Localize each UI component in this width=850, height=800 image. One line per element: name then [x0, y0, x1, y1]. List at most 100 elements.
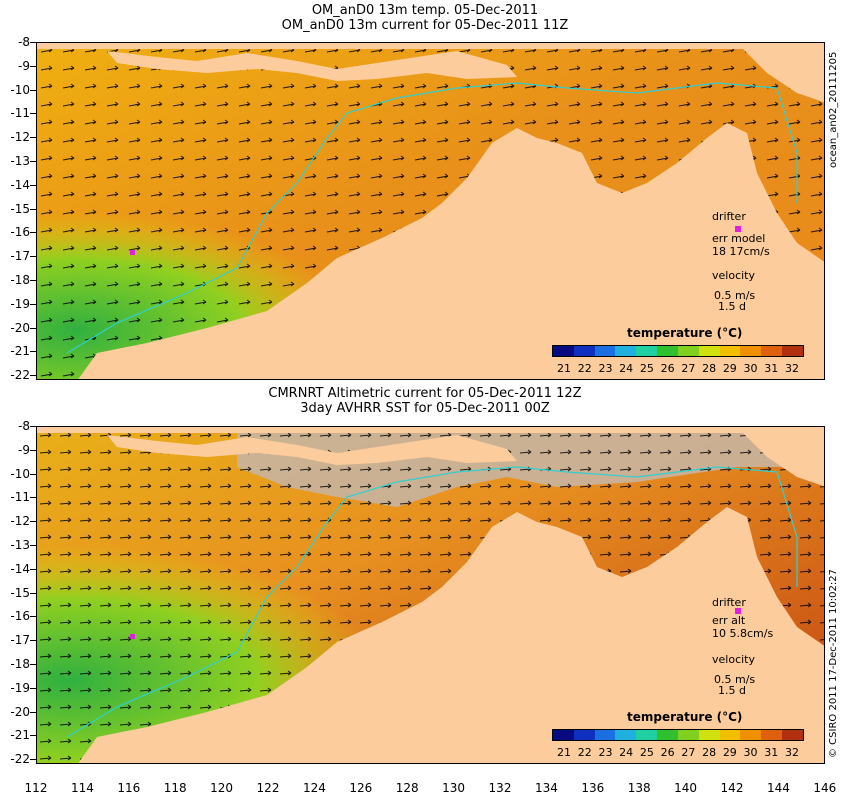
bottom-y-tick-mark: [30, 640, 36, 642]
top-colorbar-tick: 30: [743, 362, 758, 375]
bottom-y-tick-label: -20: [10, 704, 30, 719]
x-tick-label: 146: [813, 781, 837, 795]
bottom-colorbar-swatch: [677, 730, 699, 740]
bottom-y-tick-label: -8: [18, 419, 30, 433]
top-y-tick-mark: [30, 113, 36, 115]
bottom-colorbar-swatch: [553, 730, 574, 740]
top-colorbar-tick: 21: [557, 362, 571, 375]
top-y-tick-mark: [30, 375, 36, 377]
bottom-y-tick-label: -10: [10, 466, 30, 481]
bottom-australia-land: [78, 507, 824, 763]
x-tick-label: 128: [395, 781, 419, 795]
top-colorbar-tick: 23: [598, 362, 613, 375]
top-colorbar-swatch: [761, 346, 783, 356]
bottom-colorbar-swatch: [615, 730, 637, 740]
x-tick-label: 134: [534, 781, 558, 795]
bottom-colorbar-tick: 24: [619, 746, 634, 759]
bottom-colorbar-tick: 27: [681, 746, 696, 759]
bottom-legend-drifter: drifter: [712, 596, 746, 609]
top-legend-err-label: err model: [712, 232, 766, 245]
bottom-colorbar-tick: 28: [702, 746, 717, 759]
bottom-legend-velocity-time: 1.5 d: [718, 684, 746, 697]
top-legend-velocity-scale: 0.5 m/s: [714, 289, 756, 302]
bottom-y-tick-mark: [30, 735, 36, 737]
bottom-colorbar-swatch: [573, 730, 595, 740]
x-tick-label: 136: [581, 781, 605, 795]
top-png-land: [737, 43, 824, 103]
bottom-y-tick-mark: [30, 592, 36, 594]
top-y-tick-mark: [30, 280, 36, 281]
top-colorbar-swatch: [657, 346, 678, 356]
x-tick-label: 132: [488, 781, 512, 795]
bottom-title-line1: CMRNRT Altimetric current for 05-Dec-201…: [268, 386, 582, 401]
top-y-tick-mark: [30, 208, 36, 210]
bottom-colorbar-tick: 31: [764, 746, 779, 759]
top-colorbar-swatch: [594, 346, 616, 356]
top-y-tick-label: -16: [10, 225, 30, 240]
top-y-tick-label: -15: [10, 201, 30, 216]
top-y-tick-label: -11: [10, 106, 30, 121]
x-tick-label: 120: [210, 781, 234, 795]
top-y-tick-label: -9: [18, 58, 30, 73]
top-colorbar-swatch: [698, 346, 720, 356]
bottom-y-tick-label: -18: [10, 657, 30, 671]
top-map[interactable]: [36, 42, 825, 380]
x-tick-label: 122: [256, 781, 280, 795]
bottom-drifter-point: [130, 634, 135, 639]
top-islands: [107, 51, 517, 81]
top-colorbar-tick: 27: [681, 362, 696, 375]
top-colorbar-swatch: [573, 346, 595, 356]
bottom-y-tick-mark: [30, 497, 36, 499]
bottom-colorbar-tick: 25: [639, 746, 654, 759]
top-drifter-point: [130, 250, 135, 255]
bottom-colorbar-tick: 22: [577, 746, 592, 759]
bottom-y-tick-label: -21: [10, 728, 30, 743]
top-y-tick-mark: [30, 303, 36, 305]
top-y-tick-label: -19: [10, 296, 30, 311]
top-y-tick-label: -17: [10, 249, 30, 264]
top-y-tick-label: -12: [10, 130, 30, 145]
top-y-tick-label: -22: [10, 368, 30, 383]
bottom-colorbar-swatch: [657, 730, 678, 740]
top-title-line2: OM_anD0 13m current for 05-Dec-2011 11Z: [281, 18, 569, 33]
bottom-y-tick-label: -22: [10, 752, 30, 767]
top-colorbar-tick: 28: [702, 362, 717, 375]
bottom-y-tick-mark: [30, 568, 36, 570]
x-tick-label: 118: [163, 781, 187, 795]
bottom-islands: [107, 435, 517, 465]
top-colorbar-tick: 32: [785, 362, 799, 375]
top-y-tick-mark: [30, 232, 36, 234]
bottom-title-line2: 3day AVHRR SST for 05-Dec-2011 00Z: [300, 401, 550, 416]
x-tick-label: 114: [70, 781, 94, 795]
bottom-y-tick-mark: [30, 449, 36, 451]
top-side-label: ocean_an02_20111205: [828, 51, 839, 168]
bottom-colorbar-tick: 26: [660, 746, 675, 759]
top-y-tick-mark: [30, 256, 36, 258]
bottom-y-tick-label: -13: [10, 538, 30, 552]
x-tick-label: 124: [302, 781, 326, 795]
top-y-tick-mark: [30, 327, 36, 329]
bottom-legend-err-values: 10 5.8cm/s: [712, 627, 774, 640]
x-tick-label: 142: [720, 781, 744, 795]
top-legend-velocity-time: 1.5 d: [718, 300, 746, 313]
bottom-y-tick-mark: [30, 616, 36, 618]
top-y-tick-mark: [30, 137, 36, 139]
bottom-y-tick-label: -14: [10, 561, 30, 576]
top-legend-err-values: 18 17cm/s: [712, 245, 770, 258]
x-tick-label: 144: [766, 781, 790, 795]
bottom-legend-err-label: err alt: [712, 614, 746, 627]
bottom-map[interactable]: [36, 426, 825, 764]
bottom-y-tick-label: -12: [10, 514, 30, 529]
bottom-y-tick-label: -16: [10, 609, 30, 624]
bottom-png-land: [737, 427, 824, 487]
x-tick-label: 112: [24, 781, 48, 795]
bottom-colorbar-tick: 32: [785, 746, 799, 759]
top-colorbar-tick: 31: [764, 362, 779, 375]
bottom-y-tick-mark: [30, 687, 36, 689]
bottom-colorbar-swatch: [698, 730, 720, 740]
bottom-y-tick-mark: [30, 473, 36, 475]
top-colorbar-tick: 25: [639, 362, 654, 375]
top-colorbar-swatch: [553, 346, 574, 356]
bottom-y-tick-mark: [30, 759, 36, 761]
x-tick-label: 126: [349, 781, 373, 795]
